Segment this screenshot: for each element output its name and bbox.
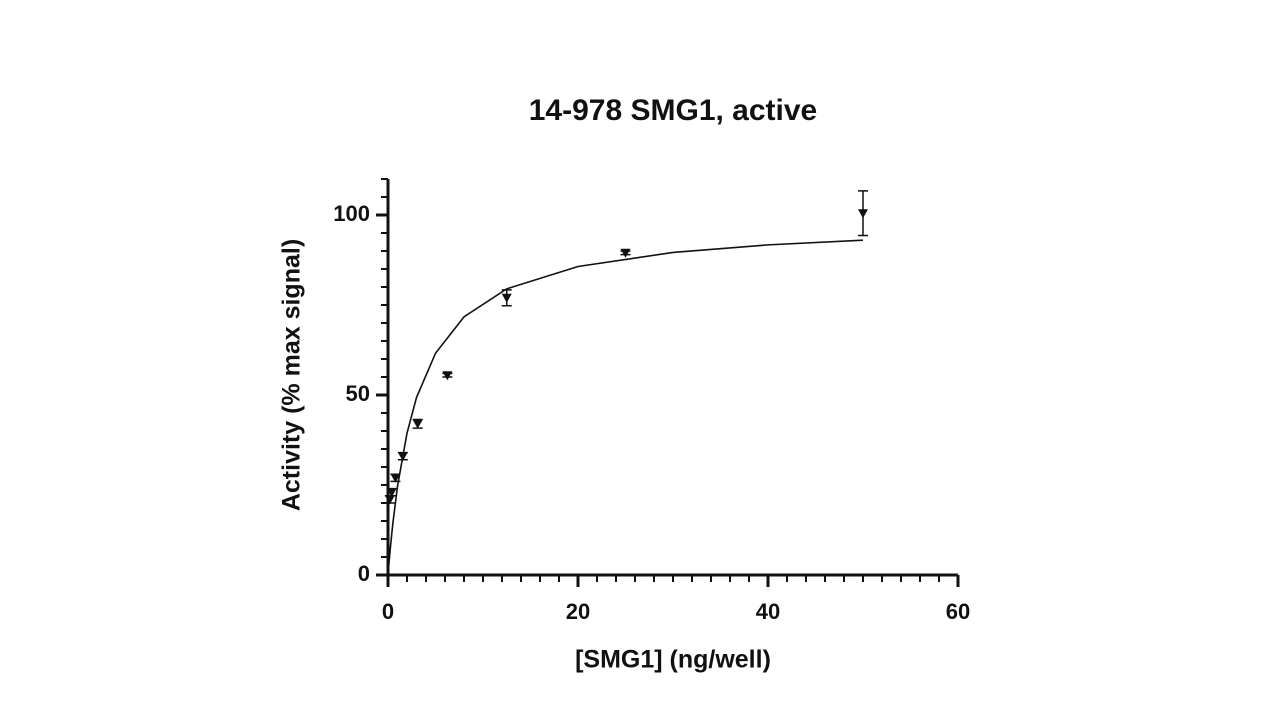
chart-title: 14-978 SMG1, active [529, 94, 818, 127]
data-point [501, 293, 512, 303]
x-axis-label: [SMG1] (ng/well) [575, 646, 771, 674]
y-tick-label: 50 [346, 381, 370, 406]
x-tick-label: 40 [756, 599, 780, 624]
data-point [858, 209, 868, 219]
x-tick-label: 60 [946, 599, 970, 624]
data-point [442, 371, 453, 381]
x-tick-label: 20 [566, 599, 590, 624]
data-point [397, 452, 408, 462]
data-point [620, 248, 631, 258]
fit-curve [387, 239, 864, 576]
x-tick-label: 0 [382, 599, 394, 624]
y-tick-label: 0 [358, 561, 370, 586]
data-point [412, 419, 423, 429]
data-point [384, 495, 395, 505]
y-axis-label: Activity (% max signal) [278, 239, 306, 511]
y-tick-label: 100 [333, 201, 370, 226]
data-point [386, 488, 397, 498]
data-point [390, 473, 401, 483]
